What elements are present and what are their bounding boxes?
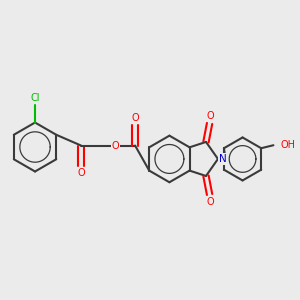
Text: O: O: [131, 113, 139, 123]
Text: O: O: [206, 111, 214, 121]
Text: OH: OH: [280, 140, 295, 150]
Text: O: O: [206, 197, 214, 207]
Text: O: O: [112, 140, 119, 151]
Text: N: N: [219, 154, 226, 164]
Text: Cl: Cl: [30, 93, 40, 103]
Text: O: O: [77, 168, 85, 178]
